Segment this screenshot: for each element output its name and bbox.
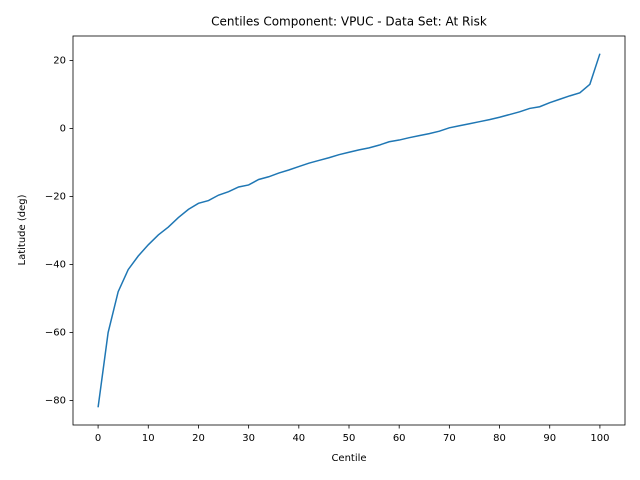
y-tick-label: −60	[45, 328, 66, 339]
chart-title: Centiles Component: VPUC - Data Set: At …	[211, 15, 487, 29]
x-tick-label: 30	[242, 433, 255, 444]
x-tick-label: 20	[192, 433, 205, 444]
x-tick-label: 80	[493, 433, 506, 444]
y-tick-label: −80	[45, 396, 66, 407]
x-tick-label: 100	[590, 433, 609, 444]
x-tick-label: 0	[95, 433, 101, 444]
y-tick-label: 20	[53, 55, 66, 66]
x-tick-label: 50	[343, 433, 356, 444]
x-tick-label: 90	[543, 433, 556, 444]
x-tick-label: 70	[443, 433, 456, 444]
line-series	[97, 53, 601, 408]
x-tick-label: 10	[142, 433, 155, 444]
y-tick-label: −20	[45, 191, 66, 202]
y-tick-label: −40	[45, 260, 66, 271]
y-tick-label: 0	[60, 123, 66, 134]
x-tick-label: 40	[292, 433, 305, 444]
x-tick-label: 60	[393, 433, 406, 444]
plot-frame	[72, 35, 626, 426]
y-axis-label: Latitude (deg)	[17, 194, 28, 265]
x-axis-label: Centile	[331, 453, 366, 464]
